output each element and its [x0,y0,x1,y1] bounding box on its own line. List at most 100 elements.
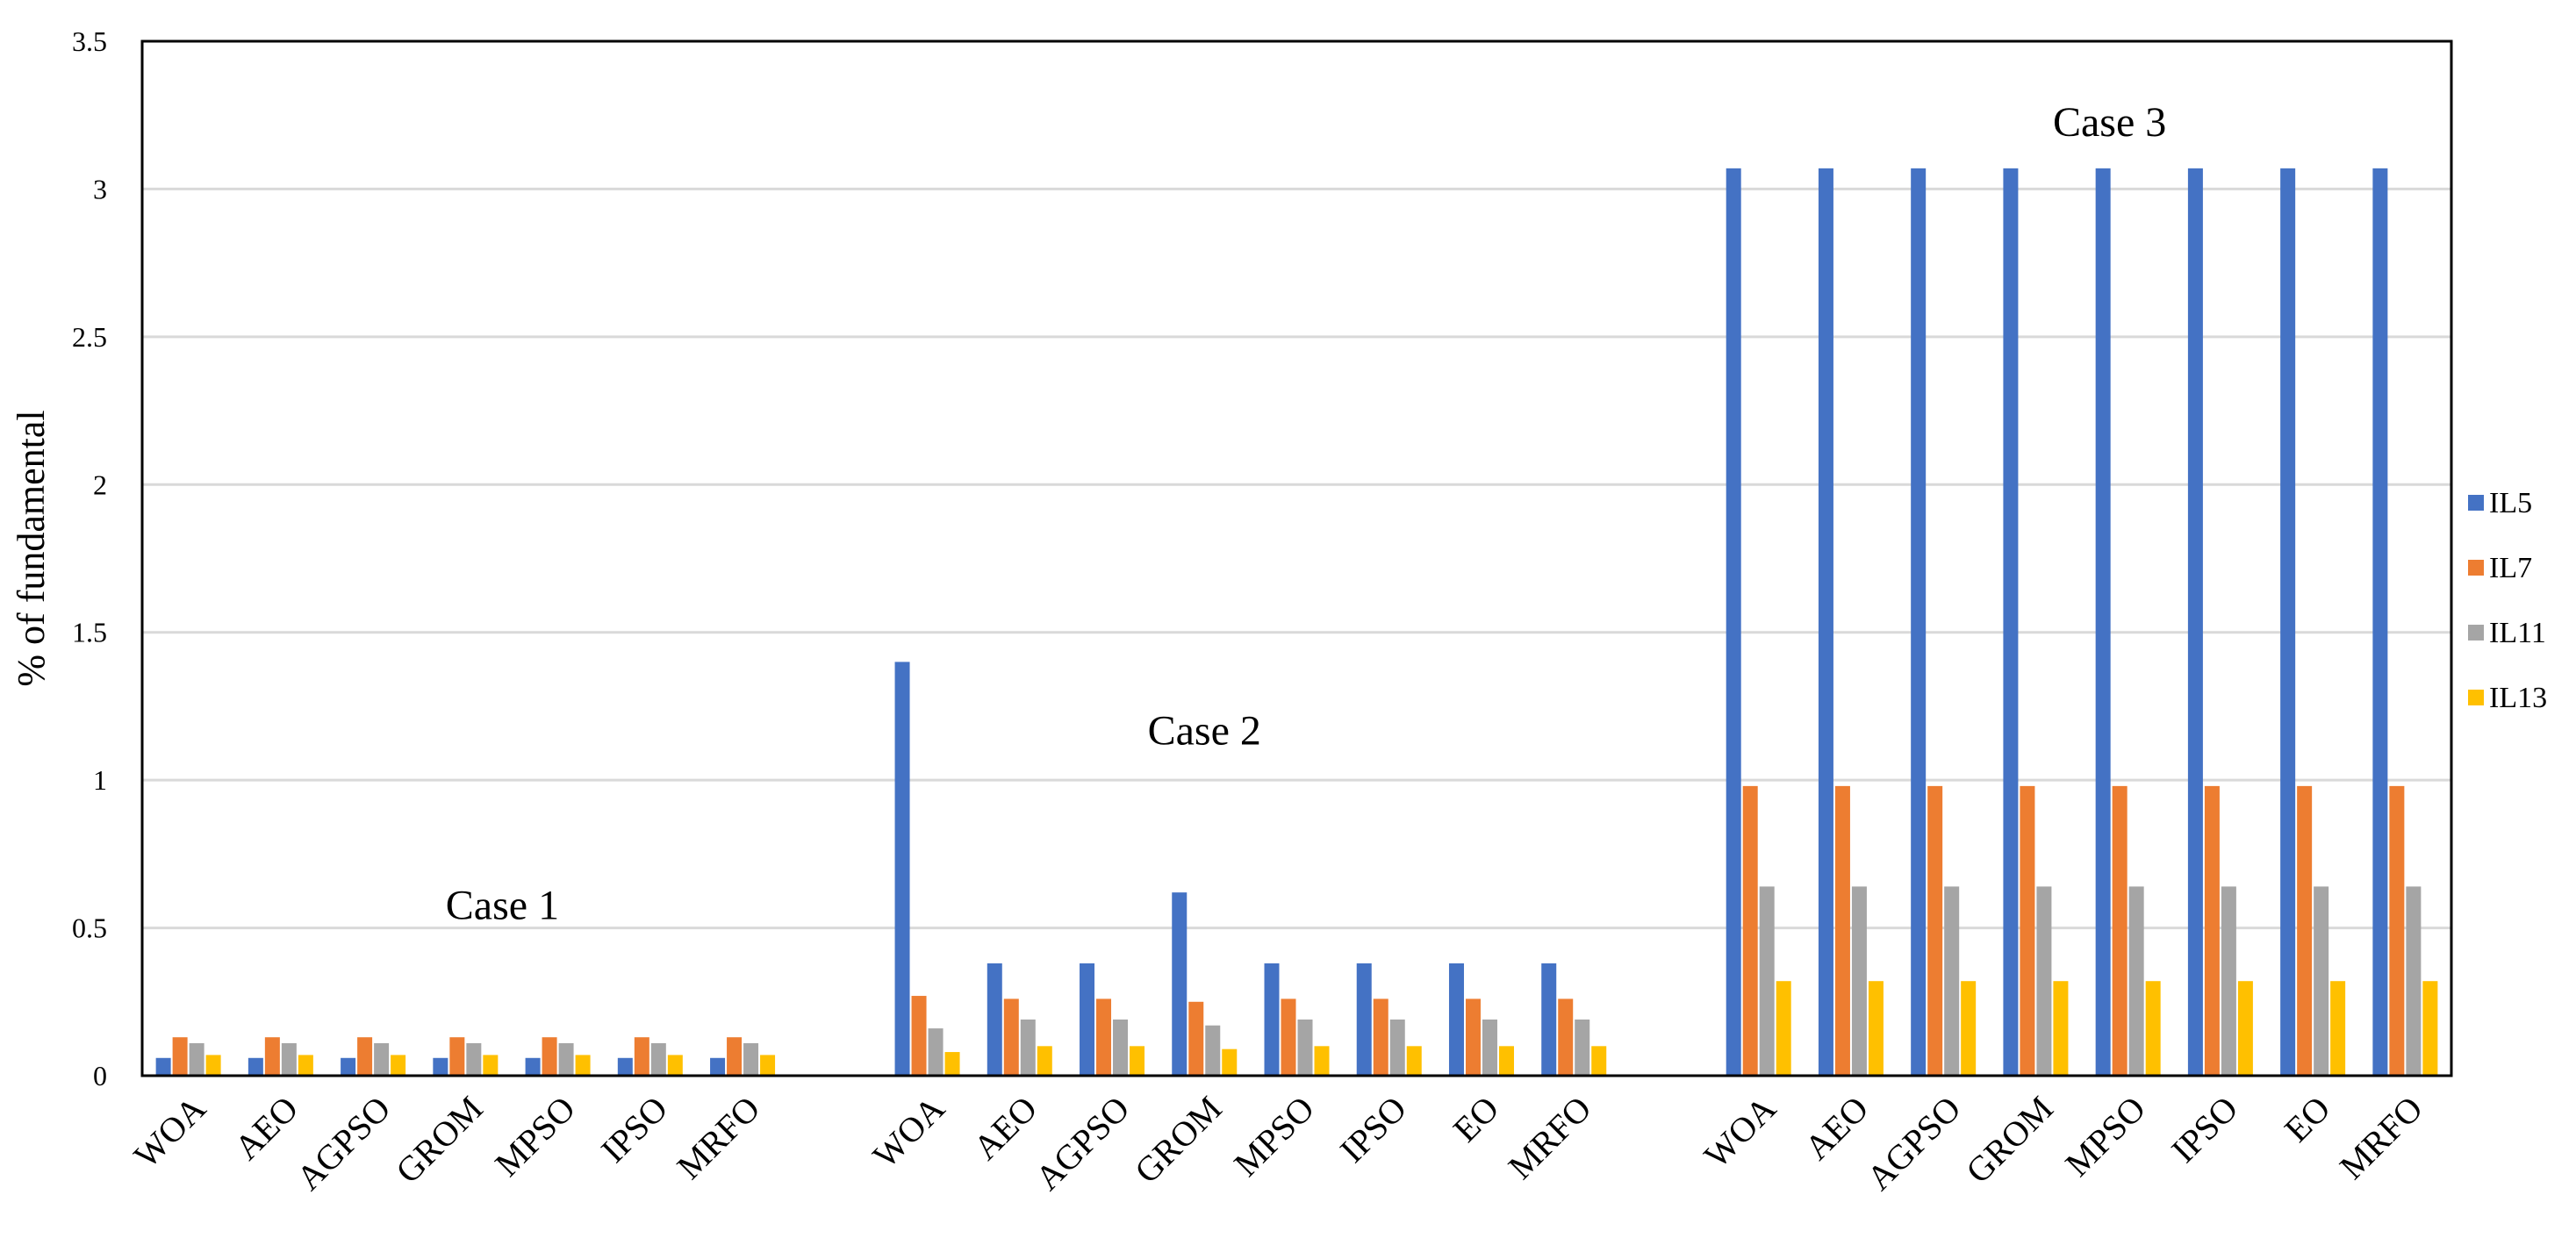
bar-il11-agpso [1113,1019,1129,1076]
grid-lines [142,187,2451,930]
case-annotation: Case 2 [1148,708,1261,755]
bar-il11-woa [928,1028,944,1076]
x-tick-label: GROM [388,1089,491,1191]
bar-il5-aeo [1818,168,1833,1076]
bar-il11-mrfo [743,1042,759,1076]
legend: IL5 IL7 IL11 IL13 [2468,487,2547,714]
bar-il7-grom [449,1037,465,1076]
bar-il7-agpso [357,1037,373,1076]
bar-il5-mrfo [2372,168,2388,1076]
bar-il13-aeo [1868,981,1884,1076]
case-annotation: Case 3 [2053,99,2166,146]
bar-il13-ipso [2237,981,2253,1076]
y-axis-label: % of fundamental [10,410,53,686]
bars [155,168,2438,1076]
x-tick-label: AGPSO [1028,1089,1137,1199]
y-tick-label: 1 [93,764,107,796]
bar-il5-agpso [341,1057,356,1076]
bar-il11-mpso [2128,886,2144,1076]
bar-il5-aeo [987,962,1002,1076]
bar-il13-eo [2330,981,2346,1076]
x-tick-label: WOA [1697,1088,1783,1175]
bar-il13-aeo [1037,1046,1052,1076]
bar-il11-woa [189,1042,205,1076]
x-tick-label: MRFO [1501,1089,1599,1187]
case-annotation: Case 1 [446,882,559,928]
bar-il13-aeo [298,1055,313,1076]
bar-il13-woa [944,1052,960,1076]
x-tick-label: GROM [1127,1089,1230,1191]
bar-il7-agpso [1096,998,1112,1076]
legend-label-il11: IL11 [2489,617,2546,649]
bar-il13-mrfo [1591,1046,1607,1076]
bar-il11-grom [2036,886,2052,1076]
bar-il11-aeo [281,1042,297,1076]
bar-il5-woa [894,662,910,1076]
bar-il5-ipso [617,1057,633,1076]
bar-il13-grom [483,1055,499,1076]
bar-il11-mpso [558,1042,574,1076]
bar-il5-aeo [248,1057,263,1076]
x-tick-label: AEO [1797,1089,1876,1168]
bar-il7-mrfo [2389,785,2405,1076]
bar-il5-eo [1448,962,1464,1076]
x-tick-label: WOA [126,1088,213,1175]
bar-il13-agpso [1130,1046,1145,1076]
y-tick-label: 2.5 [72,321,107,353]
legend-swatch-il13 [2468,690,2484,705]
bar-il13-woa [205,1055,221,1076]
bar-il7-ipso [2204,785,2220,1076]
bar-il7-woa [172,1037,188,1076]
bar-il7-mrfo [727,1037,743,1076]
bar-il5-woa [155,1057,171,1076]
bar-il11-agpso [1944,886,1960,1076]
legend-label-il13: IL13 [2489,682,2547,714]
bar-il7-ipso [634,1037,649,1076]
x-tick-label: AGPSO [1859,1089,1969,1199]
x-tick-label: MPSO [487,1089,583,1184]
x-tick-label: MPSO [1226,1089,1322,1184]
bar-il13-agpso [391,1055,406,1076]
bar-il13-mpso [575,1055,591,1076]
bar-il13-ipso [1406,1046,1422,1076]
bar-il11-aeo [1851,886,1867,1076]
bar-il13-grom [1222,1048,1238,1076]
bar-il13-eo [1498,1046,1514,1076]
bar-il5-woa [1726,168,1741,1076]
bar-il7-ipso [1373,998,1388,1076]
bar-il11-ipso [1389,1019,1405,1076]
bar-il7-mrfo [1558,998,1574,1076]
bar-il5-mrfo [1541,962,1557,1076]
y-tick-label: 3 [93,173,107,204]
bar-il7-woa [1742,785,1758,1076]
x-tick-label: EO [2277,1089,2338,1150]
bar-il5-agpso [1911,168,1927,1076]
bar-il5-ipso [1356,962,1372,1076]
bar-il13-mrfo [2422,981,2438,1076]
bar-il7-agpso [1927,785,1943,1076]
x-tick-label: WOA [865,1088,952,1175]
bar-il11-mrfo [1575,1019,1590,1076]
bar-il5-eo [2280,168,2296,1076]
bar-il7-eo [2297,785,2313,1076]
x-tick-label: MRFO [669,1089,767,1187]
x-tick-label: EO [1446,1089,1507,1150]
bar-il11-aeo [1020,1019,1036,1076]
bar-il7-grom [1188,1001,1204,1076]
bar-il7-eo [1465,998,1481,1076]
y-tick-label: 0 [93,1060,107,1091]
bar-il11-eo [1482,1019,1497,1076]
legend-swatch-il11 [2468,625,2484,640]
bar-il5-mpso [1264,962,1280,1076]
y-axis-ticks: 0 0.5 1 1.5 2 2.5 3 3.5 [72,25,107,1091]
legend-label-il7: IL7 [2489,552,2532,584]
y-tick-label: 0.5 [72,912,107,944]
bar-il11-agpso [374,1042,390,1076]
bar-il5-mpso [2095,168,2111,1076]
x-tick-label: MRFO [2332,1089,2430,1187]
bar-il13-mpso [1314,1046,1330,1076]
y-tick-label: 1.5 [72,617,107,648]
bar-il11-mpso [1297,1019,1313,1076]
x-tick-label: AGPSO [289,1089,398,1199]
